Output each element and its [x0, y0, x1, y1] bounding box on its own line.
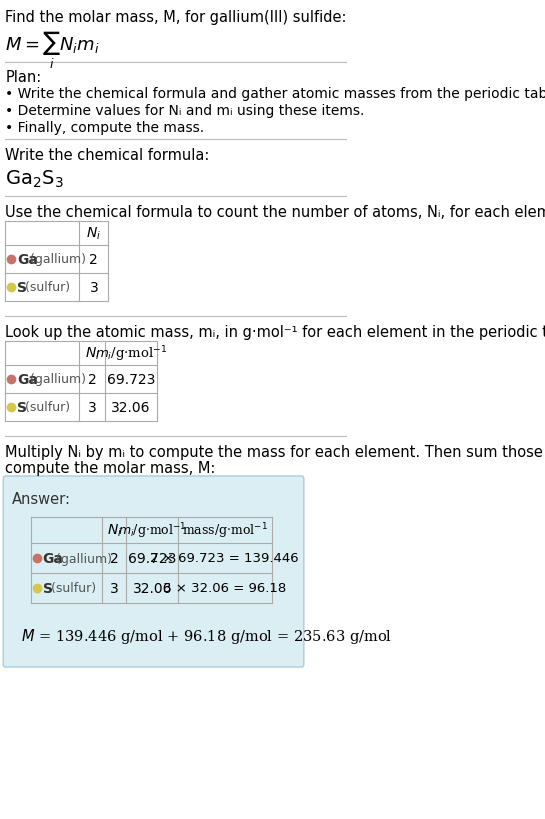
Text: Find the molar mass, M, for gallium(III) sulfide:: Find the molar mass, M, for gallium(III)… [5, 10, 347, 25]
Text: 2: 2 [88, 373, 96, 387]
FancyBboxPatch shape [3, 477, 304, 667]
Text: 32.06: 32.06 [132, 581, 172, 595]
Text: $N_i$: $N_i$ [107, 523, 122, 539]
Text: Ga: Ga [17, 373, 38, 387]
Text: 3: 3 [88, 400, 96, 414]
Text: 3: 3 [89, 281, 98, 295]
Text: S: S [43, 581, 52, 595]
Text: (sulfur): (sulfur) [47, 581, 96, 595]
Text: (gallium): (gallium) [26, 373, 86, 386]
Text: Look up the atomic mass, mᵢ, in g·mol⁻¹ for each element in the periodic table:: Look up the atomic mass, mᵢ, in g·mol⁻¹ … [5, 324, 545, 340]
Text: (gallium): (gallium) [52, 552, 112, 565]
Text: $M = \sum_i N_i m_i$: $M = \sum_i N_i m_i$ [5, 30, 100, 71]
Text: $\mathrm{Ga_2S_3}$: $\mathrm{Ga_2S_3}$ [5, 169, 64, 190]
Text: $m_i$/g·mol$^{-1}$: $m_i$/g·mol$^{-1}$ [118, 521, 186, 541]
Text: S: S [17, 281, 27, 295]
Text: • Write the chemical formula and gather atomic masses from the periodic table.: • Write the chemical formula and gather … [5, 87, 545, 101]
Text: 3 × 32.06 = 96.18: 3 × 32.06 = 96.18 [163, 581, 287, 595]
Text: 32.06: 32.06 [111, 400, 151, 414]
Text: mass/g·mol$^{-1}$: mass/g·mol$^{-1}$ [182, 521, 268, 541]
Text: Write the chemical formula:: Write the chemical formula: [5, 147, 209, 163]
Text: S: S [17, 400, 27, 414]
Text: (sulfur): (sulfur) [21, 281, 70, 294]
Text: compute the molar mass, M:: compute the molar mass, M: [5, 460, 215, 475]
Text: • Finally, compute the mass.: • Finally, compute the mass. [5, 121, 204, 135]
Text: $M$ = 139.446 g/mol + 96.18 g/mol = 235.63 g/mol: $M$ = 139.446 g/mol + 96.18 g/mol = 235.… [21, 627, 392, 645]
Text: 69.723: 69.723 [128, 551, 177, 565]
Text: Multiply Nᵢ by mᵢ to compute the mass for each element. Then sum those values to: Multiply Nᵢ by mᵢ to compute the mass fo… [5, 445, 545, 459]
Text: $N_i$: $N_i$ [86, 225, 101, 242]
Text: 2 × 69.723 = 139.446: 2 × 69.723 = 139.446 [150, 552, 299, 565]
Text: (sulfur): (sulfur) [21, 401, 70, 414]
Text: 2: 2 [89, 253, 98, 267]
Text: (gallium): (gallium) [26, 253, 86, 266]
Text: Ga: Ga [43, 551, 63, 565]
Text: • Determine values for Nᵢ and mᵢ using these items.: • Determine values for Nᵢ and mᵢ using t… [5, 104, 365, 118]
Text: 2: 2 [110, 551, 119, 565]
Text: $N_i$: $N_i$ [84, 346, 100, 362]
Text: $m_i$/g·mol$^{-1}$: $m_i$/g·mol$^{-1}$ [95, 344, 167, 364]
Text: 69.723: 69.723 [107, 373, 155, 387]
Text: Plan:: Plan: [5, 70, 41, 85]
Text: Answer:: Answer: [11, 491, 71, 506]
Text: Use the chemical formula to count the number of atoms, Nᵢ, for each element:: Use the chemical formula to count the nu… [5, 205, 545, 219]
Text: Ga: Ga [17, 253, 38, 267]
Text: 3: 3 [110, 581, 119, 595]
